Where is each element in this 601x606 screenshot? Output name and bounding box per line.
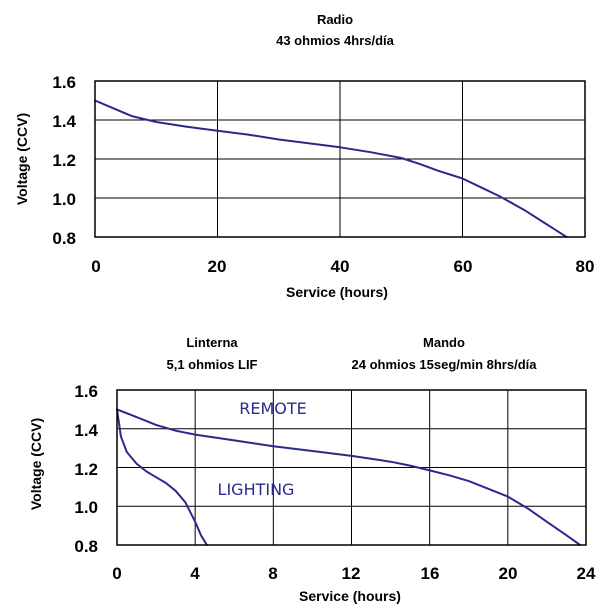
y-tick-label: 0.8 — [52, 229, 76, 248]
y-tick-label: 1.4 — [52, 112, 76, 131]
x-tick-label: 4 — [190, 564, 200, 583]
series-line-remote — [116, 408, 582, 546]
y-tick-label: 1.0 — [74, 498, 98, 517]
x-tick-label: 16 — [421, 564, 440, 583]
grid — [95, 81, 585, 237]
chart-title-mando: Mando — [423, 335, 465, 350]
y-tick-label: 1.2 — [74, 460, 98, 479]
x-axis-label: Service (hours) — [299, 588, 401, 604]
chart-title: Radio — [317, 12, 353, 27]
y-axis-label: Voltage (CCV) — [14, 113, 30, 205]
y-tick-label: 1.4 — [74, 421, 98, 440]
series-line-lighting — [116, 408, 208, 546]
x-tick-label: 60 — [454, 257, 473, 276]
series-lines — [94, 99, 568, 238]
chart-radio: Radio 43 ohmios 4hrs/día 0 20 40 60 80 1… — [14, 12, 594, 300]
plot-frame — [94, 80, 586, 238]
annotation-lighting: LIGHTING — [218, 480, 295, 499]
x-tick-label: 20 — [208, 257, 227, 276]
chart-subtitle-mando: 24 ohmios 15seg/min 8hrs/día — [352, 357, 538, 372]
y-tick-label: 1.6 — [52, 73, 76, 92]
series-lines — [116, 408, 582, 546]
x-tick-label: 12 — [342, 564, 361, 583]
x-tick-label: 0 — [112, 564, 121, 583]
x-axis-label: Service (hours) — [286, 284, 388, 300]
x-tick-label: 80 — [576, 257, 595, 276]
grid — [117, 390, 586, 545]
x-tick-label: 8 — [268, 564, 277, 583]
y-tick-label: 1.0 — [52, 190, 76, 209]
x-tick-label: 40 — [331, 257, 350, 276]
y-tick-label: 1.2 — [52, 151, 76, 170]
y-tick-label: 1.6 — [74, 382, 98, 401]
y-axis-label: Voltage (CCV) — [28, 418, 44, 510]
chart-subtitle: 43 ohmios 4hrs/día — [276, 33, 395, 48]
chart-subtitle-linterna: 5,1 ohmios LIF — [166, 357, 257, 372]
x-tick-label: 20 — [499, 564, 518, 583]
y-tick-label: 0.8 — [74, 537, 98, 556]
x-tick-label: 24 — [577, 564, 596, 583]
series-line-1 — [94, 99, 568, 238]
annotation-remote: REMOTE — [239, 399, 307, 418]
chart-title-linterna: Linterna — [186, 335, 238, 350]
x-tick-label: 0 — [91, 257, 100, 276]
plot-frame — [116, 389, 587, 546]
chart-linterna-mando: Linterna 5,1 ohmios LIF Mando 24 ohmios … — [28, 335, 596, 604]
